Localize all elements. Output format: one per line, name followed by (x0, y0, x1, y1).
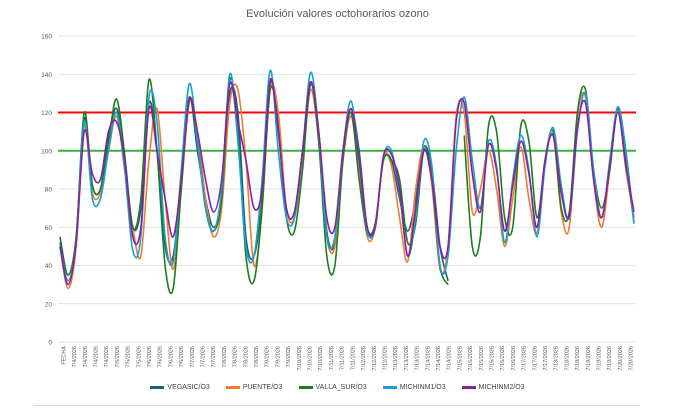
x-tick-label: 7/20/2026 (618, 346, 624, 370)
legend-swatch (461, 385, 476, 389)
x-tick-label: 7/13/2026 (415, 346, 421, 370)
legend-label: MICHINM1/O3 (399, 384, 446, 391)
y-tick-label: 60 (45, 225, 53, 232)
series-line-0 (59, 80, 449, 281)
chart-title: Evolución valores octohorarios ozono (246, 8, 429, 20)
x-tick-label: 7/8/2026 (222, 346, 228, 367)
x-tick-label: 7/11/2026 (350, 346, 356, 370)
x-tick-label: 7/17/2026 (522, 346, 528, 370)
x-tick-label: 7/15/2026 (457, 346, 463, 370)
x-tick-label: 7/4/2026 (72, 346, 78, 367)
legend-item: PUENTE/O3 (225, 384, 283, 391)
x-tick-label: 7/8/2026 (254, 346, 260, 367)
chart-bottom-border (34, 405, 640, 406)
x-tick-label: 7/12/2026 (361, 346, 367, 370)
y-tick-label: 100 (41, 148, 52, 155)
legend-item: MICHINM2/O3 (461, 384, 525, 391)
x-tick-label: 7/18/2026 (575, 346, 581, 370)
x-tick-label: 7/9/2026 (286, 346, 292, 367)
y-axis-ticks: 0 20 40 60 80 100 120 140 160 (41, 34, 52, 347)
x-tick-label: 7/8/2026 (243, 346, 249, 367)
x-tick-label: 7/20/2026 (629, 346, 635, 370)
legend-label: VEGASIC/O3 (167, 384, 210, 391)
legend-label: PUENTE/O3 (242, 384, 283, 391)
x-tick-label: 7/4/2026 (83, 346, 89, 367)
x-tick-label: 7/13/2026 (404, 346, 410, 370)
x-tick-label: 7/18/2026 (554, 346, 560, 370)
x-tick-label: 7/16/2026 (511, 346, 517, 370)
x-tick-label: 7/10/2026 (308, 346, 314, 370)
x-tick-label: 7/14/2026 (447, 346, 453, 370)
x-tick-label: 7/4/2026 (93, 346, 99, 367)
legend-label: MICHINM2/O3 (478, 384, 525, 391)
series-lines (59, 69, 635, 295)
y-tick-label: 40 (45, 263, 53, 270)
x-tick-label: 7/14/2026 (436, 346, 442, 370)
x-tick-label: 7/19/2026 (607, 346, 613, 370)
x-tick-label: 7/6/2026 (158, 346, 164, 367)
x-tick-label: 7/12/2026 (372, 346, 378, 370)
x-tick-label: 7/17/2026 (532, 346, 538, 370)
legend-item: VEGASIC/O3 (150, 384, 210, 391)
x-tick-label: 7/13/2026 (393, 346, 399, 370)
x-tick-label: 7/16/2026 (500, 346, 506, 370)
x-tick-label: 7/15/2026 (479, 346, 485, 370)
x-tick-label: 7/19/2026 (586, 346, 592, 370)
x-tick-label: 7/16/2026 (490, 346, 496, 370)
legend-label: VALLA_SUR/O3 (315, 384, 367, 391)
x-axis-ticks: FECHA 7/4/2026 7/4/2026 7/4/2026 7/4/2026 7/5… (61, 346, 634, 371)
x-tick-label: 7/10/2026 (318, 346, 324, 370)
y-tick-label: 20 (45, 301, 53, 308)
y-tick-label: 140 (41, 72, 52, 79)
legend-swatch (382, 385, 397, 389)
series-line-4 (59, 77, 635, 286)
x-tick-label: 7/5/2026 (126, 346, 132, 367)
legend-swatch (150, 385, 165, 389)
x-tick-label: 7/19/2026 (597, 346, 603, 370)
gridlines (58, 35, 636, 343)
legend-swatch (298, 385, 313, 389)
x-tick-label: FECHA (61, 346, 67, 365)
x-tick-label: 7/5/2026 (115, 346, 121, 367)
x-tick-label: 7/7/2026 (190, 346, 196, 367)
legend-item: MICHINM1/O3 (382, 384, 446, 391)
x-tick-label: 7/7/2026 (211, 346, 217, 367)
y-tick-label: 120 (41, 110, 52, 117)
x-tick-label: 7/18/2026 (564, 346, 570, 370)
x-tick-label: 7/6/2026 (147, 346, 153, 367)
x-tick-label: 7/9/2026 (265, 346, 271, 367)
x-tick-label: 7/10/2026 (297, 346, 303, 370)
y-tick-label: 160 (41, 34, 52, 41)
y-tick-label: 0 (48, 340, 52, 347)
x-tick-label: 7/12/2026 (382, 346, 388, 370)
x-tick-label: 7/15/2026 (468, 346, 474, 370)
x-tick-label: 7/8/2026 (233, 346, 239, 367)
x-tick-label: 7/6/2026 (179, 346, 185, 367)
x-tick-label: 7/5/2026 (136, 346, 142, 367)
x-tick-label: 7/17/2026 (543, 346, 549, 370)
x-tick-label: 7/7/2026 (201, 346, 207, 367)
x-tick-label: 7/11/2026 (340, 346, 346, 370)
x-tick-label: 7/14/2026 (425, 346, 431, 370)
x-tick-label: 7/9/2026 (275, 346, 281, 367)
legend: VEGASIC/O3 PUENTE/O3 VALLA_SUR/O3 MICHINM1/… (0, 384, 675, 391)
legend-item: VALLA_SUR/O3 (298, 384, 367, 391)
x-tick-label: 7/11/2026 (329, 346, 335, 370)
legend-swatch (225, 385, 240, 389)
x-tick-label: 7/6/2026 (168, 346, 174, 367)
y-tick-label: 80 (45, 187, 53, 194)
x-tick-label: 7/4/2026 (104, 346, 110, 367)
